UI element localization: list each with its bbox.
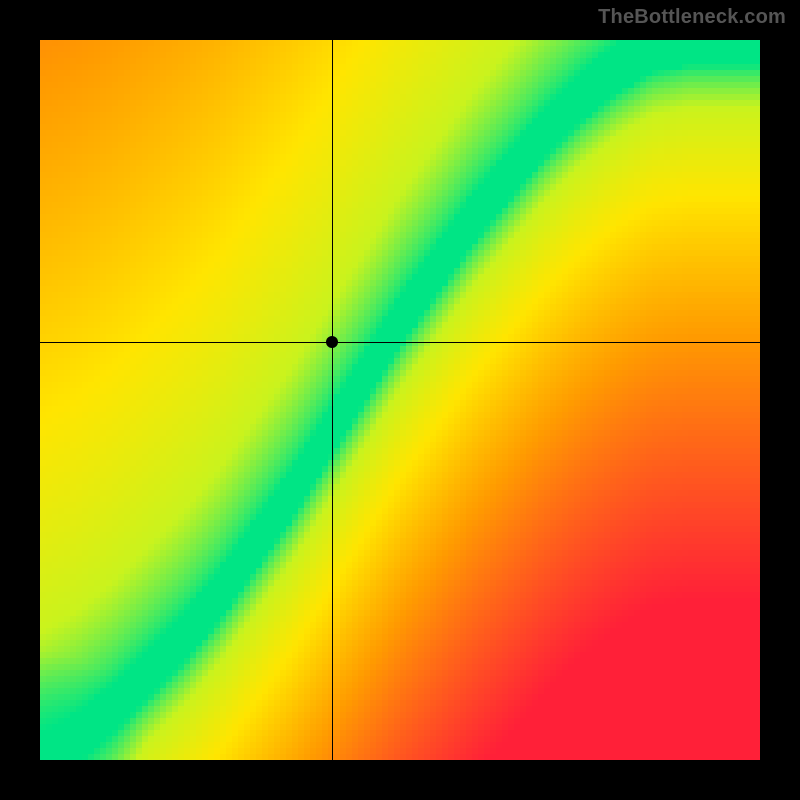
watermark-text: TheBottleneck.com (598, 6, 786, 29)
selection-marker[interactable] (326, 336, 338, 348)
crosshair-horizontal (40, 342, 760, 343)
plot-area (40, 40, 760, 760)
heatmap-canvas (40, 40, 760, 760)
chart-container: TheBottleneck.com (0, 0, 800, 800)
crosshair-vertical (332, 40, 333, 760)
